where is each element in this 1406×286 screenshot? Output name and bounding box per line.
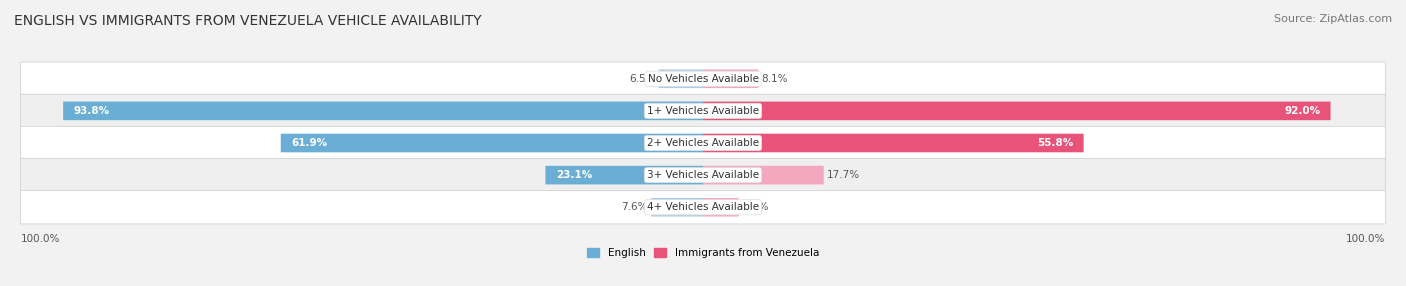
FancyBboxPatch shape [703,166,824,184]
Text: 100.0%: 100.0% [21,234,60,244]
Text: 3+ Vehicles Available: 3+ Vehicles Available [647,170,759,180]
FancyBboxPatch shape [703,134,1084,152]
FancyBboxPatch shape [21,94,1385,128]
Text: No Vehicles Available: No Vehicles Available [648,74,758,84]
Legend: English, Immigrants from Venezuela: English, Immigrants from Venezuela [582,244,824,262]
Text: 100.0%: 100.0% [1346,234,1385,244]
Text: 23.1%: 23.1% [555,170,592,180]
Text: 17.7%: 17.7% [827,170,860,180]
Text: 7.6%: 7.6% [621,202,648,212]
Text: 92.0%: 92.0% [1284,106,1320,116]
Text: 93.8%: 93.8% [73,106,110,116]
Text: 61.9%: 61.9% [291,138,328,148]
FancyBboxPatch shape [651,198,703,217]
Text: 1+ Vehicles Available: 1+ Vehicles Available [647,106,759,116]
FancyBboxPatch shape [21,126,1385,160]
FancyBboxPatch shape [21,158,1385,192]
FancyBboxPatch shape [21,190,1385,224]
FancyBboxPatch shape [658,69,703,88]
FancyBboxPatch shape [703,69,758,88]
FancyBboxPatch shape [63,102,703,120]
Text: 8.1%: 8.1% [762,74,789,84]
FancyBboxPatch shape [703,102,1330,120]
Text: 6.5%: 6.5% [628,74,655,84]
Text: ENGLISH VS IMMIGRANTS FROM VENEZUELA VEHICLE AVAILABILITY: ENGLISH VS IMMIGRANTS FROM VENEZUELA VEH… [14,14,482,28]
Text: Source: ZipAtlas.com: Source: ZipAtlas.com [1274,14,1392,24]
FancyBboxPatch shape [21,62,1385,96]
Text: 55.8%: 55.8% [1038,138,1073,148]
FancyBboxPatch shape [546,166,703,184]
Text: 5.2%: 5.2% [742,202,769,212]
Text: 4+ Vehicles Available: 4+ Vehicles Available [647,202,759,212]
FancyBboxPatch shape [703,198,738,217]
FancyBboxPatch shape [281,134,703,152]
Text: 2+ Vehicles Available: 2+ Vehicles Available [647,138,759,148]
